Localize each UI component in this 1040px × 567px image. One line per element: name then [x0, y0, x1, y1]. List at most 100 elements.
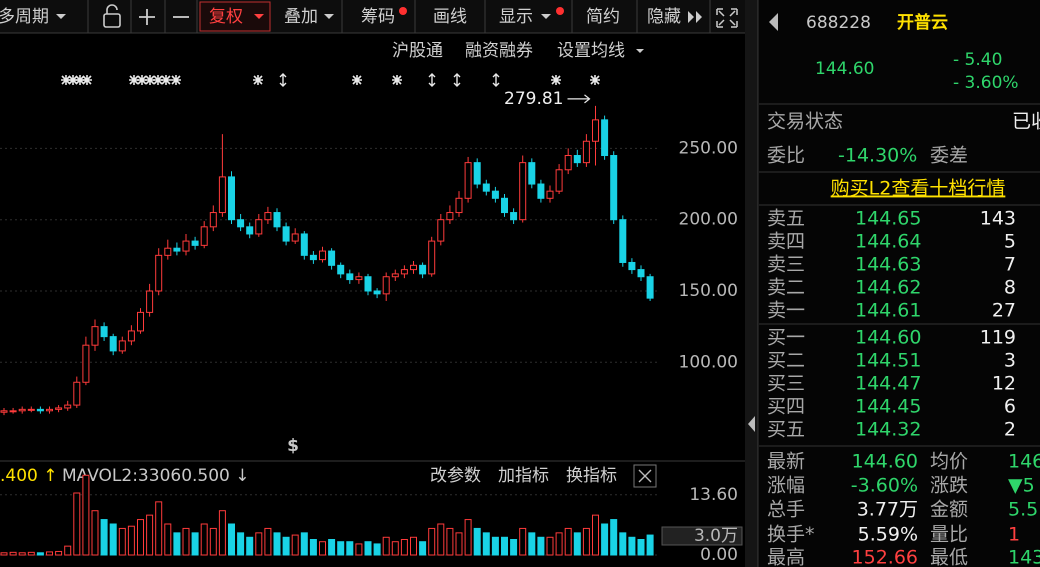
candle-body [482, 183, 490, 192]
volume-bar [100, 519, 108, 556]
candle-body [46, 408, 53, 412]
stat-label: 最高 [767, 547, 805, 567]
volume-bar [510, 539, 518, 556]
stat-label: 最新 [767, 451, 805, 473]
order-price: 144.62 [855, 277, 921, 299]
volume-bar [501, 536, 508, 556]
candle-body [410, 264, 417, 271]
candle-body [282, 226, 290, 242]
candle-body [155, 254, 163, 292]
stat-value: 146 [1008, 451, 1040, 473]
order-price: 144.45 [855, 396, 921, 418]
price-change-pct: - 3.60% [953, 73, 1019, 93]
field-label: 委比 [767, 145, 805, 167]
candle-body [300, 233, 308, 256]
volume-bar [146, 514, 154, 556]
candle-body [391, 273, 399, 278]
candle-body [209, 212, 217, 228]
quote-panel-bg [759, 0, 1040, 567]
volume-legend: MAVOL2:33060.500 ↓ [62, 466, 250, 486]
order-level: 卖一 [767, 300, 805, 322]
volume-bar [182, 527, 190, 556]
candle-body [501, 197, 508, 214]
fullscreen-icon[interactable] [716, 8, 738, 28]
back-arrow[interactable] [769, 13, 778, 31]
field-label: 交易状态 [767, 111, 843, 133]
volume-bar [209, 527, 217, 556]
field-label: 委差 [930, 145, 968, 167]
volume-bar [646, 534, 654, 556]
signal-icon: $ [287, 436, 299, 456]
candle-body [419, 264, 427, 275]
toolbar-bg [0, 0, 745, 33]
candle-body [555, 169, 563, 192]
l2-link[interactable]: 购买L2查看十档行情 [831, 178, 1006, 200]
candle-body [610, 155, 618, 221]
candle-body [237, 219, 245, 228]
indicator-button[interactable]: 换指标 [566, 466, 617, 486]
volume-bar [337, 541, 345, 556]
order-volume: 119 [980, 327, 1016, 349]
chart-link[interactable]: 沪股通 [392, 41, 443, 61]
volume-bar [309, 539, 317, 556]
candle-body [109, 336, 117, 352]
order-level: 卖五 [767, 208, 805, 230]
order-price: 144.65 [855, 208, 921, 230]
toolbar-button[interactable]: 简约 [586, 7, 620, 27]
candle-body [337, 264, 345, 275]
stat-label: 最低 [930, 547, 968, 567]
lock-icon[interactable] [103, 4, 121, 28]
candle-body [592, 119, 599, 142]
volume-bar [528, 532, 536, 556]
volume-bar [109, 523, 117, 556]
y-tick-label: 100.00 [679, 352, 738, 372]
toolbar-button[interactable]: 筹码 [361, 7, 395, 27]
toolbar-button[interactable]: 叠加 [284, 7, 318, 27]
candle-body [428, 240, 436, 275]
volume-bar [573, 532, 581, 556]
volume-bar [437, 523, 445, 556]
y-tick-label: 200.00 [679, 210, 738, 230]
volume-bar [382, 536, 390, 556]
volume-bar [546, 536, 554, 556]
indicator-button[interactable]: 改参数 [430, 466, 481, 486]
candle-body [73, 381, 81, 406]
toolbar-button[interactable]: 复权 [209, 7, 243, 27]
toolbar-button[interactable]: 多周期 [0, 7, 49, 27]
close-indicator-button[interactable] [633, 464, 657, 488]
volume-bar [564, 527, 572, 556]
notice-dot [556, 7, 564, 15]
splitter[interactable] [745, 0, 758, 567]
order-price: 144.51 [855, 350, 921, 372]
candle-body [355, 276, 363, 281]
toolbar-button[interactable]: 显示 [499, 7, 533, 27]
candle-body [464, 162, 472, 199]
volume-bar [482, 532, 490, 556]
candle-body [646, 276, 654, 299]
dropdown-arrow [324, 14, 334, 19]
volume-bar [264, 527, 272, 556]
zoom-in-icon[interactable] [139, 9, 155, 25]
dropdown-arrow [636, 49, 644, 53]
candle-body [382, 276, 390, 295]
collapse-icon[interactable] [688, 11, 702, 23]
current-volume-box [661, 526, 743, 546]
order-level: 买四 [767, 396, 805, 418]
volume-bar [346, 541, 354, 556]
splitter-handle[interactable] [748, 416, 755, 432]
toolbar-button[interactable]: 隐藏 [647, 7, 681, 27]
toolbar-button[interactable]: 画线 [433, 7, 467, 27]
chart-link[interactable]: 设置均线 [557, 41, 625, 61]
volume-bar [628, 536, 636, 556]
stat-label: 量比 [930, 524, 968, 546]
dropdown-arrow [56, 14, 66, 19]
candle-body [373, 290, 381, 295]
volume-bar [555, 532, 563, 556]
indicator-button[interactable]: 加指标 [498, 466, 549, 486]
volume-bar [355, 543, 363, 556]
stock-name: 开普云 [897, 12, 948, 33]
chart-link[interactable]: 融资融券 [465, 41, 533, 61]
stat-value: 5.5 [1008, 499, 1038, 521]
volume-bar [419, 541, 427, 556]
